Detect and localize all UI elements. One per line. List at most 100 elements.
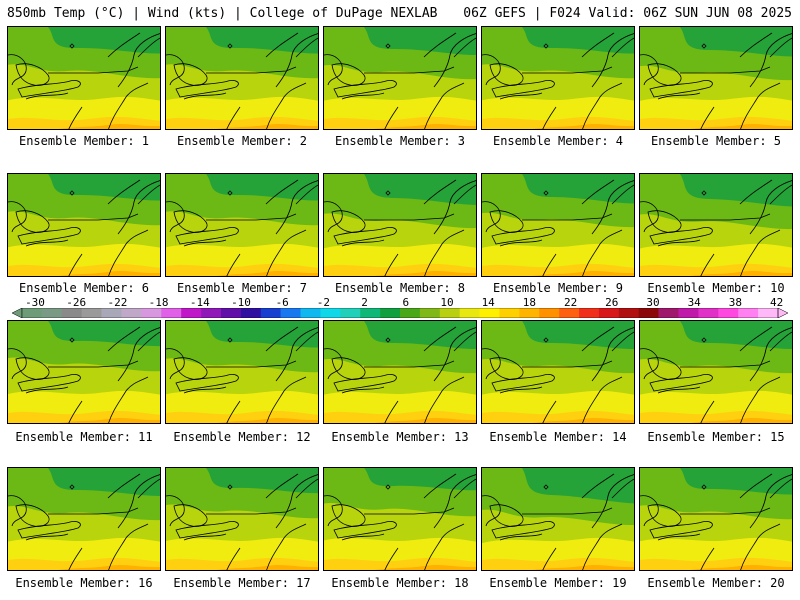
colorbar-tick: 2 (361, 296, 368, 309)
station-marker (385, 43, 391, 49)
colorbar-swatch (400, 308, 421, 318)
station-marker (543, 190, 549, 196)
ensemble-member-label: Ensemble Member: 13 (331, 430, 469, 444)
ensemble-panel (7, 467, 161, 571)
colorbar-swatch (201, 308, 222, 318)
colorbar-tick-labels: -30 -26 -22 -18 -14 -10 -6 -2 2 6 10 14 18 22 26 30 34 38… (0, 296, 800, 309)
station-marker (701, 190, 707, 196)
ensemble-member-label: Ensemble Member: 17 (173, 576, 311, 590)
temperature-map (324, 468, 476, 570)
ensemble-panel (165, 467, 319, 571)
ensemble-member-label: Ensemble Member: 15 (647, 430, 785, 444)
map-outlines (324, 179, 476, 276)
station-marker (69, 43, 75, 49)
ensemble-member-label: Ensemble Member: 18 (331, 576, 469, 590)
colorbar-swatch (618, 308, 640, 318)
map-outlines (324, 326, 476, 423)
colorbar-swatch (22, 308, 43, 318)
ensemble-member-label: Ensemble Member: 11 (15, 430, 153, 444)
map-outlines (8, 179, 160, 276)
map-outlines (640, 179, 792, 276)
colorbar-swatch (559, 308, 580, 318)
colorbar-swatch (419, 308, 441, 318)
temperature-map (482, 174, 634, 276)
ensemble-panel (323, 320, 477, 424)
station-marker (543, 43, 549, 49)
station-marker (543, 484, 549, 490)
station-marker (227, 43, 233, 49)
colorbar-swatch (598, 308, 620, 318)
colorbar-swatch (499, 308, 520, 318)
ensemble-panel (323, 173, 477, 277)
temperature-map (640, 27, 792, 129)
colorbar-swatch (579, 308, 600, 318)
station-marker (701, 43, 707, 49)
colorbar-tick: 6 (402, 296, 410, 309)
colorbar-swatch (380, 308, 401, 318)
map-outlines (8, 326, 160, 423)
colorbar-swatch (718, 308, 739, 318)
colorbar-tick: -30 (25, 296, 45, 309)
ensemble-panel (481, 173, 635, 277)
map-outlines (640, 326, 792, 423)
ensemble-member-label: Ensemble Member: 5 (650, 134, 782, 148)
colorbar-swatch (459, 308, 480, 318)
run-valid-time: 06Z GEFS | F024 Valid: 06Z SUN JUN 08 20… (463, 6, 792, 21)
colorbar-tick: 30 (646, 296, 660, 309)
station-marker (227, 190, 233, 196)
ensemble-panel (7, 26, 161, 130)
colorbar-tick: 10 (440, 296, 454, 309)
temperature-map (482, 321, 634, 423)
map-outlines (324, 473, 476, 570)
station-marker (543, 337, 549, 343)
colorbar-tick: 18 (522, 296, 537, 309)
map-outlines (8, 473, 160, 570)
map-title: 850mb Temp (°C) | Wind (kts) | College o… (7, 6, 438, 21)
station-marker (227, 484, 233, 490)
ensemble-panel (481, 26, 635, 130)
temperature-map (640, 321, 792, 423)
ensemble-panel (165, 320, 319, 424)
colorbar-swatch (539, 308, 560, 318)
temperature-map (166, 174, 318, 276)
colorbar-swatch (81, 308, 102, 318)
ensemble-member-label: Ensemble Member: 19 (489, 576, 627, 590)
temperature-colorbar (12, 308, 788, 318)
map-outlines (640, 473, 792, 570)
colorbar-tick: 38 (728, 296, 743, 309)
colorbar-tick: -10 (231, 296, 251, 309)
ensemble-panel (639, 320, 793, 424)
map-outlines (482, 326, 634, 423)
colorbar-tick: 14 (481, 296, 495, 309)
colorbar-swatch (101, 308, 122, 318)
map-outlines (166, 32, 318, 129)
colorbar-tick: -6 (275, 296, 289, 309)
colorbar-arrow-right (777, 308, 788, 318)
colorbar-swatch (240, 308, 262, 318)
temperature-map (8, 468, 160, 570)
colorbar-swatch (479, 308, 500, 318)
temperature-map (324, 174, 476, 276)
temperature-map (166, 321, 318, 423)
colorbar-swatch (41, 308, 63, 318)
colorbar-swatch (678, 308, 699, 318)
station-marker (701, 484, 707, 490)
ensemble-member-label: Ensemble Member: 1 (18, 134, 150, 148)
ensemble-member-label: Ensemble Member: 16 (15, 576, 153, 590)
temperature-map (166, 27, 318, 129)
ensemble-member-label: Ensemble Member: 20 (647, 576, 785, 590)
station-marker (385, 190, 391, 196)
ensemble-member-label: Ensemble Member: 8 (334, 281, 466, 295)
ensemble-member-label: Ensemble Member: 6 (18, 281, 150, 295)
colorbar-swatch (360, 308, 381, 318)
colorbar-swatch (439, 308, 460, 318)
temperature-map (324, 321, 476, 423)
station-marker (385, 484, 391, 490)
colorbar-swatch (738, 308, 759, 318)
map-outlines (166, 179, 318, 276)
temperature-map (8, 321, 160, 423)
colorbar-swatch (260, 308, 281, 318)
colorbar-swatch (320, 308, 341, 318)
colorbar-swatch (658, 308, 679, 318)
map-outlines (482, 32, 634, 129)
